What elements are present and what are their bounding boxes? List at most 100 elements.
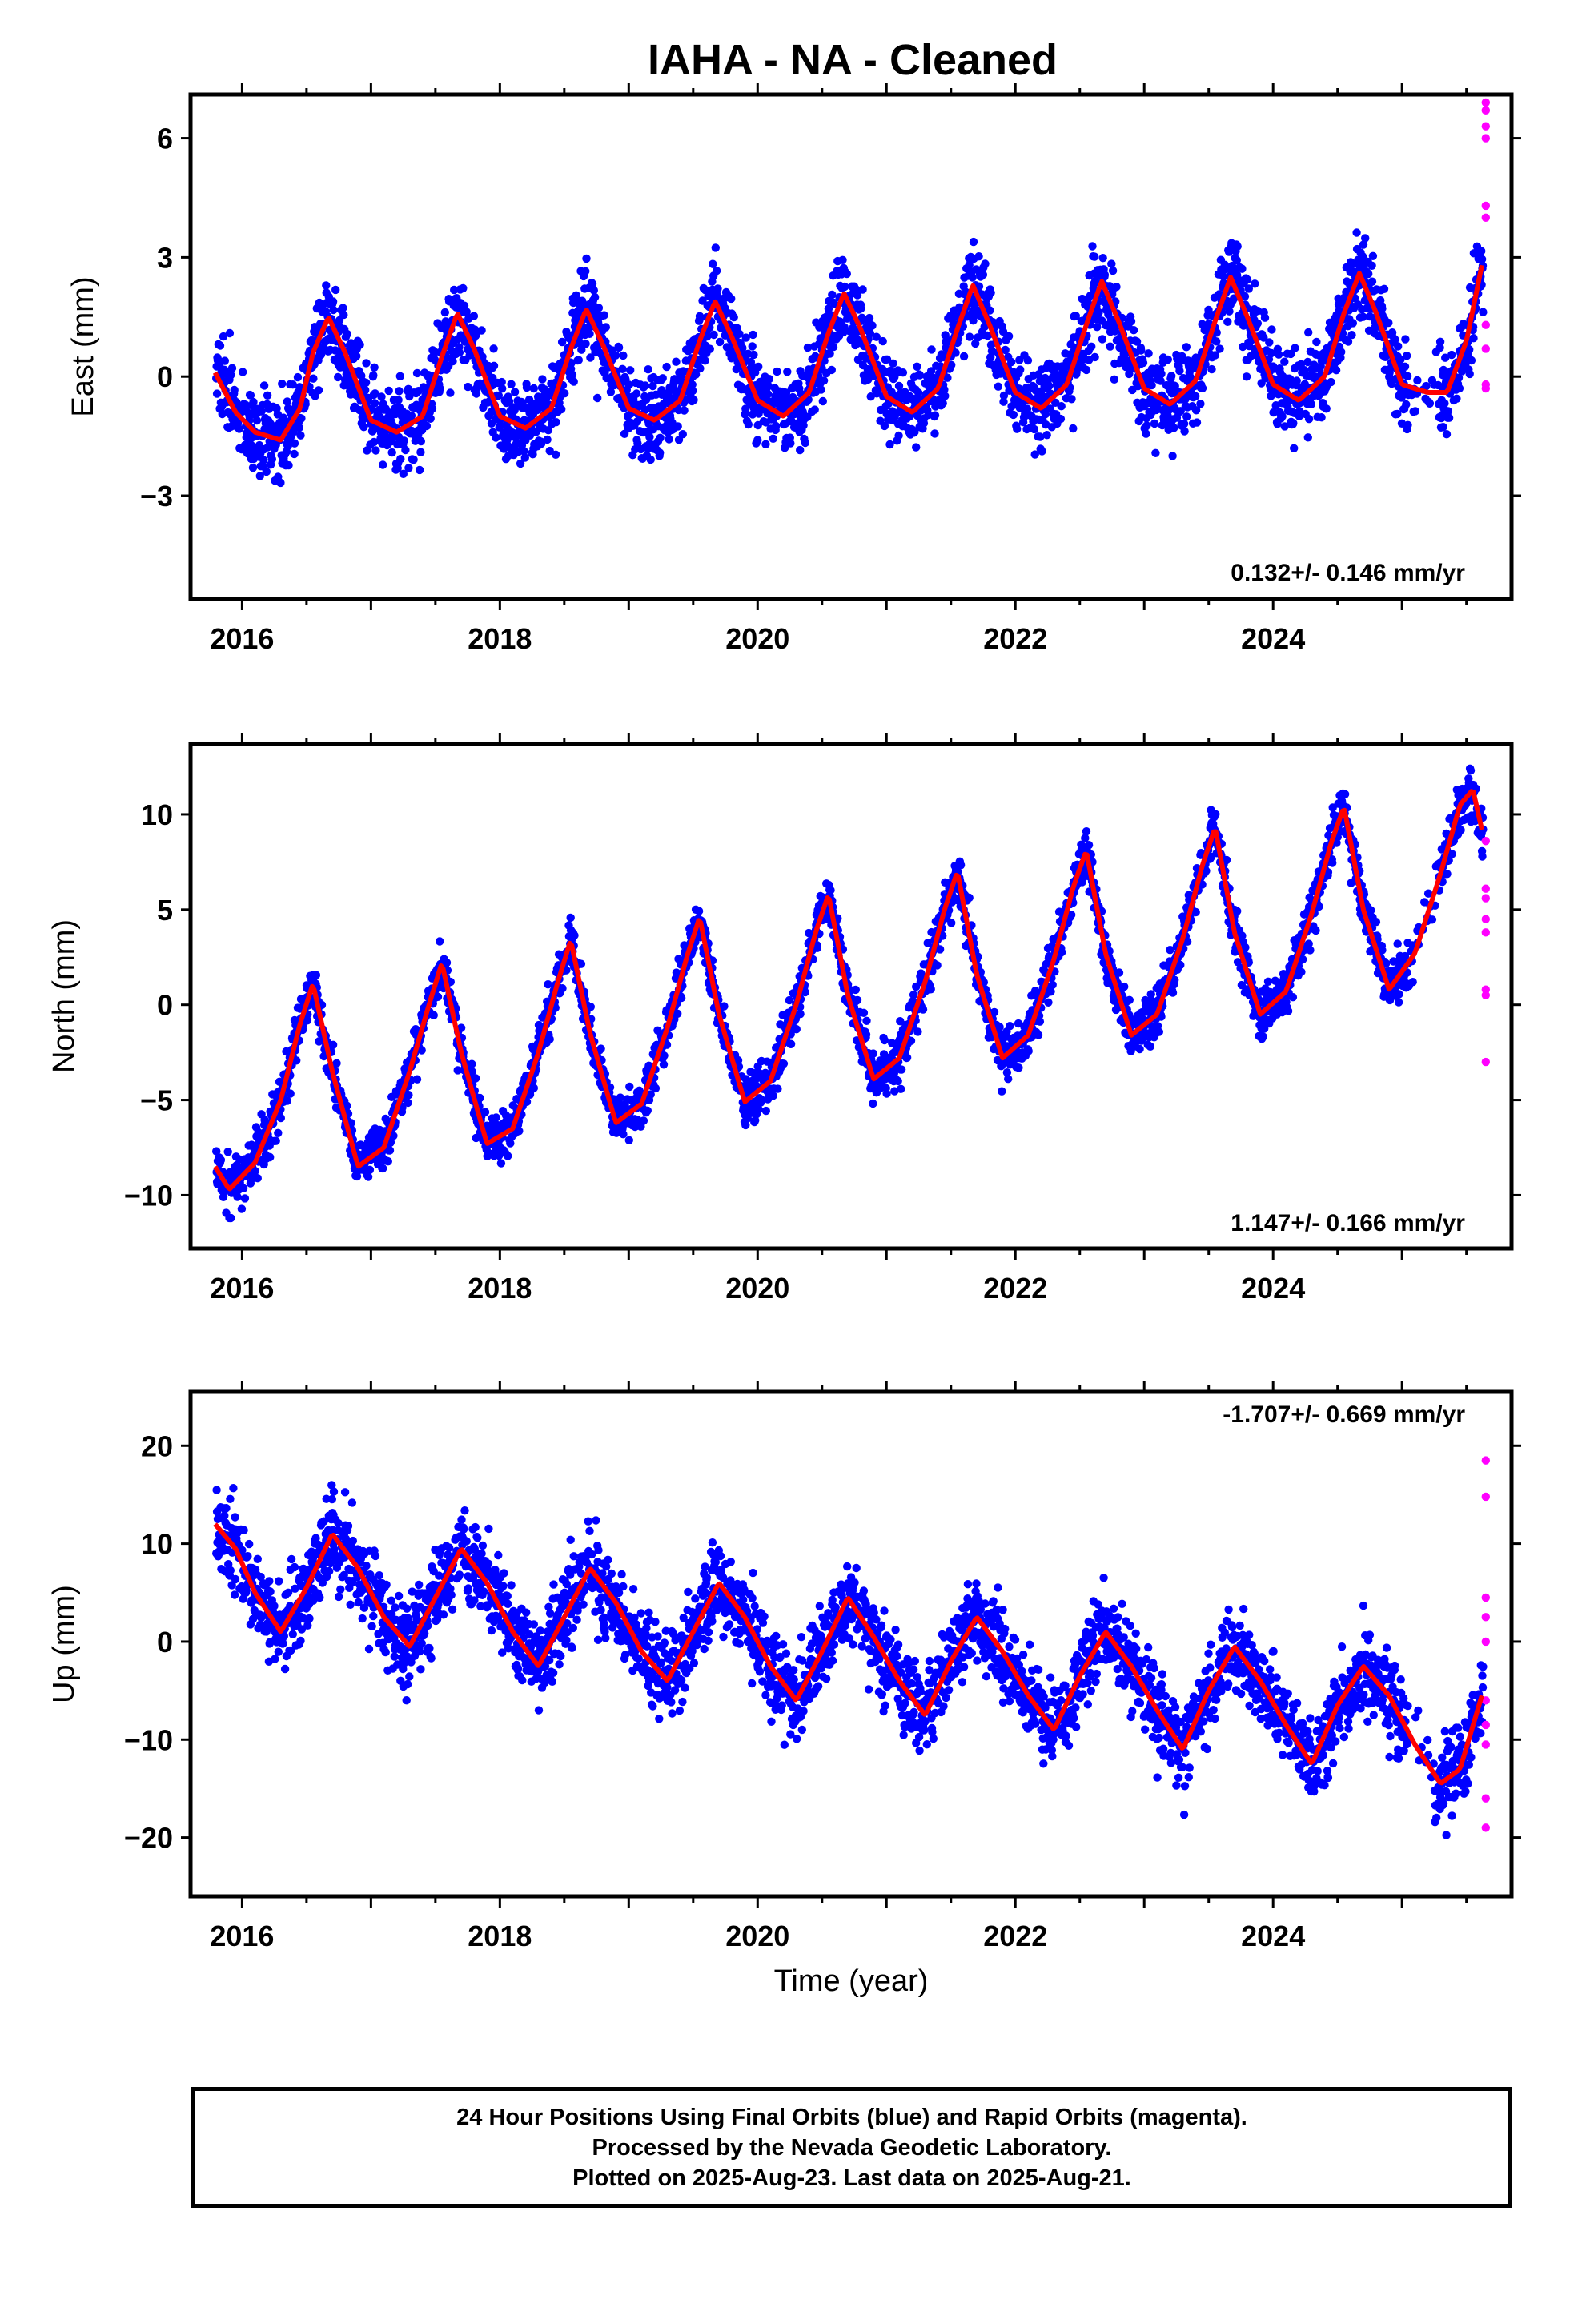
final-point [660, 1051, 669, 1060]
final-point [1289, 419, 1298, 428]
final-point [705, 344, 714, 353]
final-point [923, 939, 932, 947]
final-point [656, 433, 665, 442]
final-point [1186, 373, 1195, 382]
final-point [309, 374, 318, 383]
final-point [384, 386, 393, 396]
final-point [909, 991, 918, 999]
final-point [644, 365, 652, 374]
final-point [395, 387, 404, 396]
y-tick-label: 0 [157, 360, 173, 393]
final-point [906, 1036, 916, 1046]
final-point [1280, 422, 1289, 431]
final-point [1303, 433, 1313, 442]
final-point [568, 370, 577, 379]
final-point [1292, 376, 1301, 385]
final-point [520, 453, 529, 462]
final-point [504, 1152, 512, 1160]
final-point [1267, 325, 1276, 334]
final-point [570, 931, 579, 940]
final-point [673, 1009, 682, 1019]
final-point [1182, 343, 1191, 352]
final-point [691, 370, 701, 379]
final-point [940, 385, 949, 394]
final-point [453, 1066, 462, 1075]
final-point [377, 392, 386, 401]
final-point [404, 1098, 412, 1108]
final-point [417, 1046, 426, 1055]
final-point [412, 368, 422, 378]
rapid-point [1481, 122, 1491, 131]
final-point [469, 312, 479, 320]
final-point [331, 285, 340, 295]
final-point [370, 363, 379, 372]
final-point [600, 311, 608, 320]
final-point [1090, 352, 1099, 362]
final-point [322, 281, 331, 290]
final-point [543, 435, 552, 444]
rapid-point [1481, 344, 1491, 353]
final-point [1098, 254, 1107, 263]
final-point [781, 388, 791, 397]
final-point [1090, 252, 1099, 261]
final-point [585, 329, 594, 338]
final-point [619, 1130, 628, 1139]
final-point [276, 478, 285, 488]
final-point [369, 371, 378, 380]
final-point [741, 1120, 750, 1130]
final-point [328, 1040, 338, 1050]
final-point [1359, 240, 1368, 249]
final-point [249, 397, 258, 407]
final-point [468, 1059, 476, 1068]
final-point [662, 1040, 672, 1049]
final-point [715, 337, 725, 347]
final-point [263, 391, 272, 400]
final-point [1108, 266, 1118, 275]
final-point [476, 1093, 484, 1103]
final-point [986, 306, 994, 315]
rapid-point [1481, 201, 1491, 211]
final-point [999, 391, 1009, 400]
final-point [1179, 420, 1189, 428]
final-point [230, 385, 239, 395]
final-point [215, 341, 225, 350]
rapid-point [1481, 213, 1491, 222]
final-point [396, 372, 404, 380]
final-point [616, 1093, 624, 1102]
final-point [969, 237, 978, 247]
rapid-orbit-points [1481, 98, 1491, 393]
final-point [246, 391, 255, 400]
final-point [216, 1156, 226, 1164]
final-point [882, 355, 892, 364]
final-point [838, 255, 847, 264]
final-point [873, 386, 882, 396]
final-point [545, 1035, 554, 1043]
final-point [1425, 399, 1435, 408]
final-point [489, 361, 499, 370]
final-point [545, 446, 554, 456]
final-point [1156, 376, 1165, 385]
final-point [1479, 308, 1488, 316]
final-point [396, 454, 405, 464]
final-point [416, 436, 425, 446]
final-point [695, 312, 705, 320]
final-point [1441, 353, 1450, 362]
final-point [1196, 400, 1205, 408]
final-point [510, 388, 520, 396]
final-point [1170, 424, 1178, 432]
final-point [1242, 372, 1251, 381]
x-tick-label: 2018 [468, 622, 532, 655]
final-point [496, 1159, 506, 1168]
final-point [455, 348, 464, 357]
final-point [1232, 255, 1242, 265]
final-point [890, 1087, 899, 1096]
final-point [1142, 421, 1151, 430]
final-point [399, 469, 408, 478]
final-point [1238, 264, 1247, 273]
final-point [1312, 337, 1321, 347]
final-point [590, 292, 600, 302]
final-point [498, 384, 507, 393]
